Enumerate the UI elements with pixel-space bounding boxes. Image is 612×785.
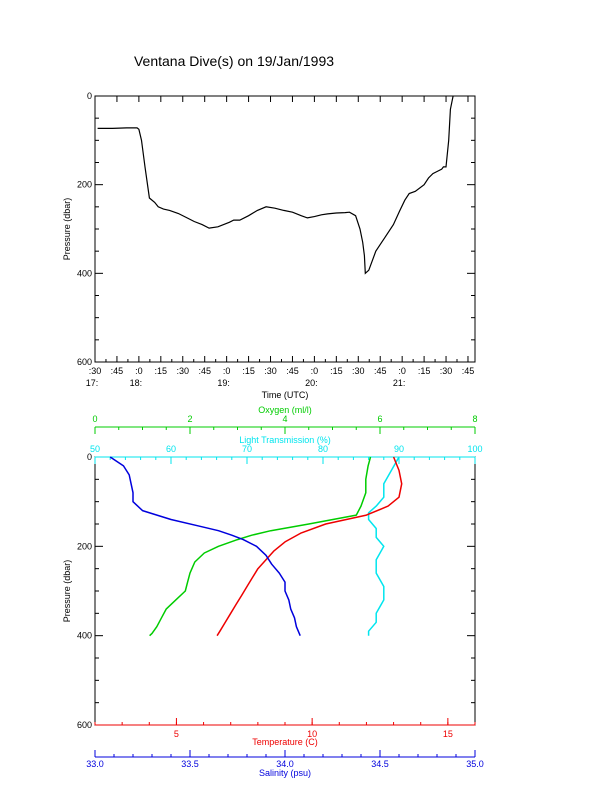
temperature-tick-label: 5 <box>174 729 179 739</box>
y-tick-label: 200 <box>77 541 92 551</box>
light-axis-label: Light Transmission (%) <box>239 435 331 445</box>
light-tick-label: 60 <box>166 444 176 454</box>
chart-title: Ventana Dive(s) on 19/Jan/1993 <box>134 53 334 69</box>
y-tick-label: 600 <box>77 720 92 730</box>
y-tick-label: 0 <box>87 91 92 101</box>
light-tick-label: 50 <box>90 444 100 454</box>
light-tick-label: 80 <box>318 444 328 454</box>
temperature-axis: 5 10 15 Temperature (C) <box>94 718 476 747</box>
light-tick-label: 70 <box>242 444 252 454</box>
oxygen-axis-label: Oxygen (ml/l) <box>258 405 312 415</box>
y-tick-label: 600 <box>77 357 92 367</box>
temperature-profile-line <box>216 456 403 637</box>
y-axis-label: Pressure (dbar) <box>62 198 72 261</box>
x-tick-label-hour: 20: <box>305 378 318 388</box>
temperature-axis-label: Temperature (C) <box>252 737 318 747</box>
light-tick-label: 100 <box>467 444 482 454</box>
temperature-tick-label: 10 <box>307 729 317 739</box>
x-tick-label-minutes: :30 <box>89 366 102 376</box>
y-tick-label: 0 <box>87 452 92 462</box>
x-tick-label-minutes: :45 <box>198 366 211 376</box>
x-tick-label-minutes: :30 <box>264 366 277 376</box>
salinity-tick-label: 33.0 <box>86 759 104 769</box>
x-tick-label-minutes: :0 <box>398 366 406 376</box>
x-tick-label-minutes: :45 <box>462 366 475 376</box>
x-tick-label-hour: 21: <box>393 378 406 388</box>
y-tick-label: 400 <box>77 631 92 641</box>
light-tick-label: 90 <box>394 444 404 454</box>
light-axis: 50 60 70 80 90 100 Light Transmission (%) <box>90 435 483 464</box>
x-tick-label-minutes: :45 <box>374 366 387 376</box>
x-axis-label: Time (UTC) <box>262 390 309 400</box>
salinity-tick-label: 33.5 <box>181 759 199 769</box>
salinity-profile-line <box>109 456 301 636</box>
y-tick-label: 400 <box>77 268 92 278</box>
salinity-tick-label: 35.0 <box>466 759 484 769</box>
x-tick-label-minutes: :30 <box>440 366 453 376</box>
oxygen-tick-label: 2 <box>187 414 192 424</box>
light-profile-line <box>367 456 400 636</box>
y-tick-label: 200 <box>77 180 92 190</box>
x-tick-label-hour: 17: <box>86 378 99 388</box>
x-tick-label-minutes: :0 <box>223 366 231 376</box>
salinity-axis-label: Salinity (psu) <box>259 768 311 778</box>
x-tick-label-minutes: :0 <box>311 366 319 376</box>
x-tick-label-minutes: :45 <box>286 366 299 376</box>
oxygen-profile-line <box>149 456 372 637</box>
oxygen-axis: 0 2 4 6 8 Oxygen (ml/l) <box>92 405 478 434</box>
x-tick-label-minutes: :0 <box>135 366 143 376</box>
x-tick-label-minutes: :15 <box>418 366 431 376</box>
oxygen-tick-label: 0 <box>92 414 97 424</box>
temperature-tick-label: 15 <box>443 729 453 739</box>
x-tick-label-minutes: :30 <box>177 366 190 376</box>
x-tick-label-minutes: :45 <box>111 366 124 376</box>
salinity-tick-label: 34.0 <box>276 759 294 769</box>
plot-frame <box>94 95 476 363</box>
salinity-axis: 33.0 33.5 34.0 34.5 35.0 Salinity (psu) <box>86 750 484 778</box>
x-tick-label-minutes: :15 <box>330 366 343 376</box>
dive-pressure-line <box>97 95 454 275</box>
x-tick-label-hour: 18: <box>130 378 143 388</box>
x-tick-label-minutes: :15 <box>155 366 168 376</box>
x-tick-label-minutes: :15 <box>242 366 255 376</box>
x-tick-label-minutes: :30 <box>352 366 365 376</box>
salinity-tick-label: 34.5 <box>371 759 389 769</box>
oxygen-tick-label: 6 <box>377 414 382 424</box>
ctd-profile-chart: 0 200 400 600 Pressure (dbar) 0 2 4 6 8 Oxygen (ml… <box>62 405 484 778</box>
x-tick-label-hour: 19: <box>217 378 230 388</box>
oxygen-tick-label: 4 <box>282 414 287 424</box>
y-axis-label: Pressure (dbar) <box>62 560 72 623</box>
oxygen-tick-label: 8 <box>472 414 477 424</box>
